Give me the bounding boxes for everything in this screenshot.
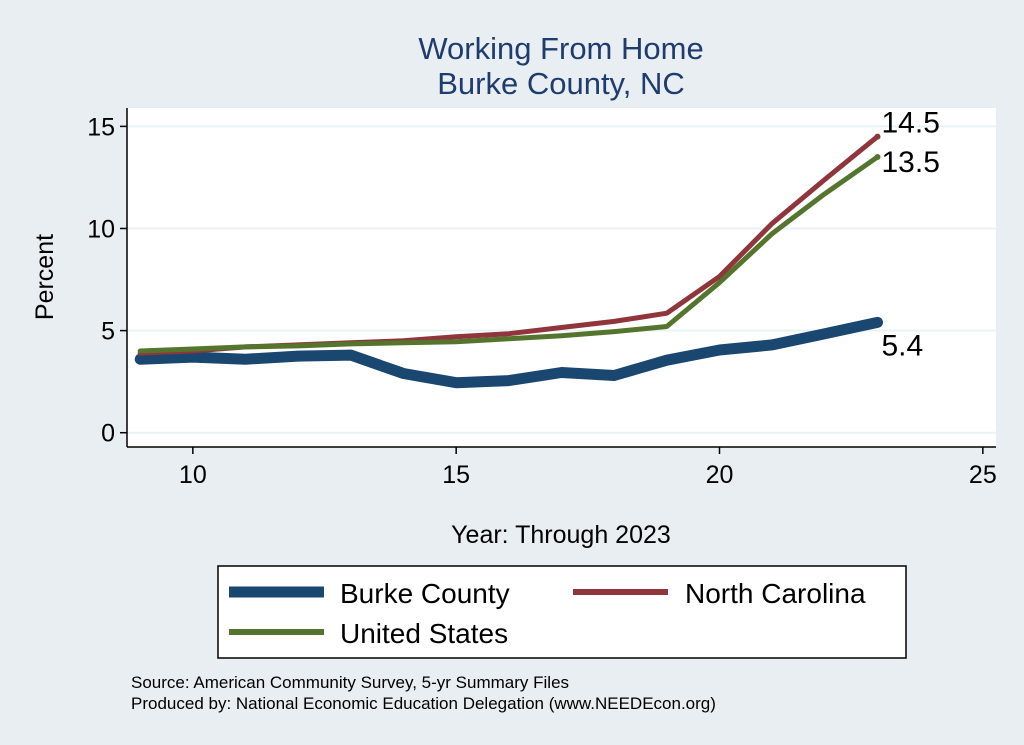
- source-note: Source: American Community Survey, 5-yr …: [131, 673, 569, 692]
- end-value-label: 14.5: [882, 107, 940, 140]
- series-line-burke-county: [134, 316, 883, 389]
- x-axis-label: Year: Through 2023: [451, 521, 671, 549]
- x-tick-label: 15: [442, 461, 470, 489]
- legend: Burke County North Carolina United State…: [217, 565, 907, 659]
- end-value-label: 13.5: [882, 146, 940, 179]
- gridlines: [127, 125, 996, 434]
- chart-title-line-1: Working From Home: [418, 31, 703, 66]
- x-tick-label: 20: [706, 461, 734, 489]
- legend-box: [217, 565, 907, 659]
- legend-label-north-carolina: North Carolina: [685, 578, 866, 609]
- series-line-united-states: [137, 154, 880, 354]
- y-tick-label: 0: [101, 420, 115, 448]
- end-value-label: 5.4: [882, 329, 924, 362]
- legend-label-burke-county: Burke County: [340, 578, 510, 609]
- y-tick-label: 10: [87, 215, 115, 243]
- y-tick-label: 5: [101, 318, 115, 346]
- produced-by-note: Produced by: National Economic Education…: [131, 694, 716, 713]
- axes: 0 5 10 15 10 15 20 25: [87, 108, 997, 489]
- series-end-marker: [874, 319, 881, 326]
- y-axis-label: Percent: [31, 234, 59, 320]
- series-end-marker: [874, 133, 881, 140]
- x-tick-label: 25: [969, 461, 997, 489]
- end-labels: 5.4 14.5 13.5: [882, 107, 940, 363]
- x-tick-label: 10: [179, 461, 207, 489]
- series-end-marker: [874, 154, 881, 161]
- plot-area: [127, 108, 996, 447]
- chart-title-line-2: Burke County, NC: [437, 66, 685, 101]
- series-lines: [134, 133, 883, 389]
- y-tick-label: 15: [87, 113, 115, 141]
- legend-label-united-states: United States: [340, 618, 508, 649]
